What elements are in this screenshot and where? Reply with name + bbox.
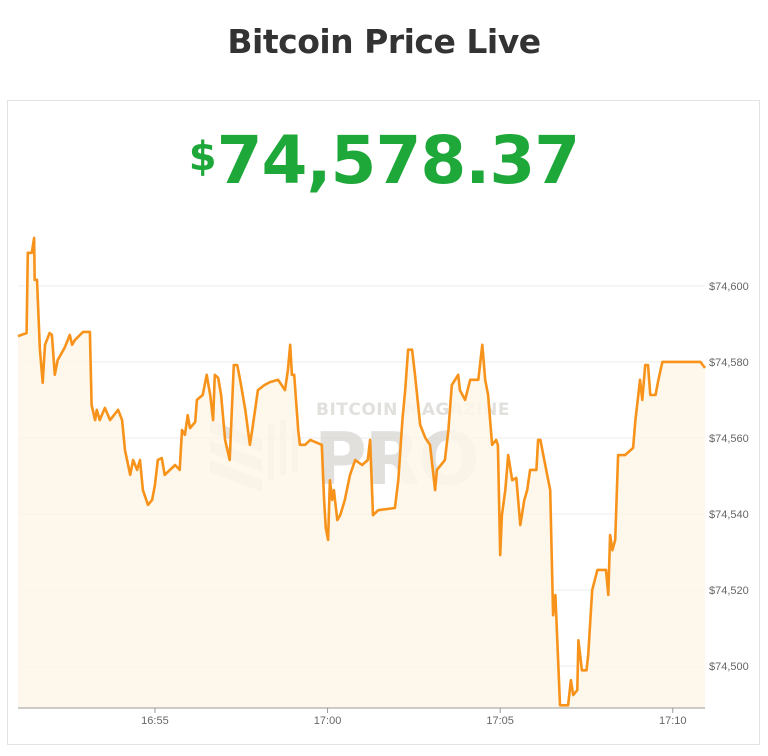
x-axis: 16:55 17:00 17:05 17:10 <box>141 708 687 727</box>
x-tick-label: 17:05 <box>486 715 514 727</box>
live-price: $74,578.37 <box>0 122 768 199</box>
y-tick-label: $74,520 <box>709 585 749 597</box>
y-tick-label: $74,540 <box>709 509 749 521</box>
y-tick-label: $74,580 <box>709 357 749 369</box>
y-tick-label: $74,600 <box>709 281 749 293</box>
x-tick-label: 17:00 <box>314 715 342 727</box>
x-tick-label: 16:55 <box>141 715 169 727</box>
y-tick-label: $74,560 <box>709 433 749 445</box>
page-title: Bitcoin Price Live <box>227 22 541 61</box>
series-line <box>17 236 707 707</box>
price-value: 74,578.37 <box>216 122 581 199</box>
series-area-fill <box>18 237 705 708</box>
y-axis: $74,600 $74,580 $74,560 $74,540 $74,520 $74,5… <box>709 281 749 673</box>
currency-symbol: $ <box>188 134 217 180</box>
chart-card <box>7 100 760 745</box>
y-tick-label: $74,500 <box>709 661 749 673</box>
x-tick-label: 17:10 <box>659 715 687 727</box>
